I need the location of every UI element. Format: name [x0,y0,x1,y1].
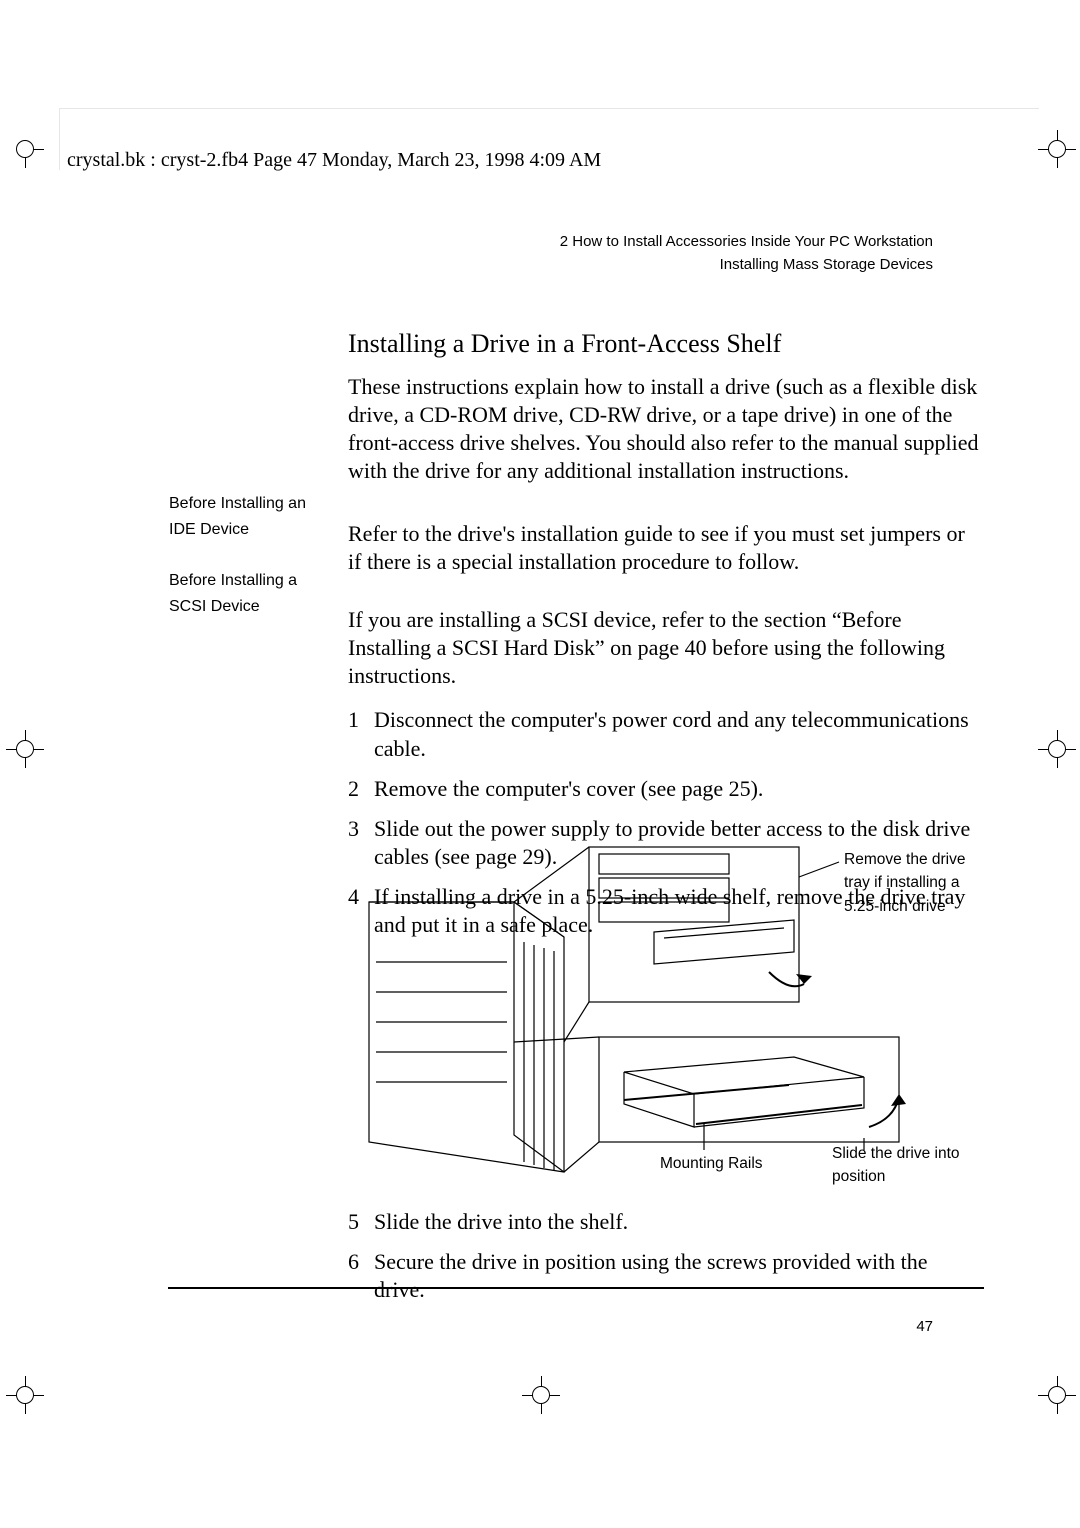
step-number: 6 [348,1248,374,1304]
scsi-paragraph: If you are installing a SCSI device, ref… [348,606,983,690]
step-text: Remove the computer's cover (see page 25… [374,775,983,803]
step-item: 5Slide the drive into the shelf. [348,1208,983,1236]
crop-mark-top-right [1038,130,1076,168]
figure-callout-slide: Slide the drive into position [832,1142,972,1189]
ide-paragraph: Refer to the drive's installation guide … [348,520,983,576]
side-label-scsi: Before Installing a SCSI Device [169,568,329,619]
crop-mark-mid-left [6,730,44,768]
figure-callout-tray: Remove the drive tray if installing a 5.… [844,848,984,918]
side-label-ide: Before Installing an IDE Device [169,491,329,542]
running-head-section: Installing Mass Storage Devices [560,253,933,276]
step-number: 1 [348,706,374,762]
print-header-line: crystal.bk : cryst-2.fb4 Page 47 Monday,… [67,149,601,172]
steps-list-bottom-wrap: 5Slide the drive into the shelf. 6Secure… [348,1208,983,1316]
crop-mark-mid-right [1038,730,1076,768]
page-frame-left [59,108,60,170]
figure-drawing: Remove the drive tray if installing a 5.… [364,842,1000,1182]
step-text: Secure the drive in position using the s… [374,1248,983,1304]
running-head-chapter: 2 How to Install Accessories Inside Your… [560,230,933,253]
figure-callout-rails: Mounting Rails [660,1152,763,1175]
step-number: 5 [348,1208,374,1236]
step-item: 1Disconnect the computer's power cord an… [348,706,983,762]
step-item: 2Remove the computer's cover (see page 2… [348,775,983,803]
crop-mark-bottom-left [6,1376,44,1414]
section-title: Installing a Drive in a Front-Access She… [348,329,983,359]
installation-figure: Remove the drive tray if installing a 5.… [364,842,1000,1182]
footer-rule [168,1287,984,1289]
crop-mark-bottom-center [522,1376,560,1414]
page-number: 47 [916,1318,933,1335]
intro-paragraph: These instructions explain how to instal… [348,373,983,486]
crop-mark-bottom-right [1038,1376,1076,1414]
step-text: Disconnect the computer's power cord and… [374,706,983,762]
running-head: 2 How to Install Accessories Inside Your… [560,230,933,277]
crop-mark-top-left [6,130,44,168]
steps-list-bottom: 5Slide the drive into the shelf. 6Secure… [348,1208,983,1304]
step-text: Slide the drive into the shelf. [374,1208,983,1236]
step-number: 2 [348,775,374,803]
step-item: 6Secure the drive in position using the … [348,1248,983,1304]
page-frame-top [59,108,1039,109]
